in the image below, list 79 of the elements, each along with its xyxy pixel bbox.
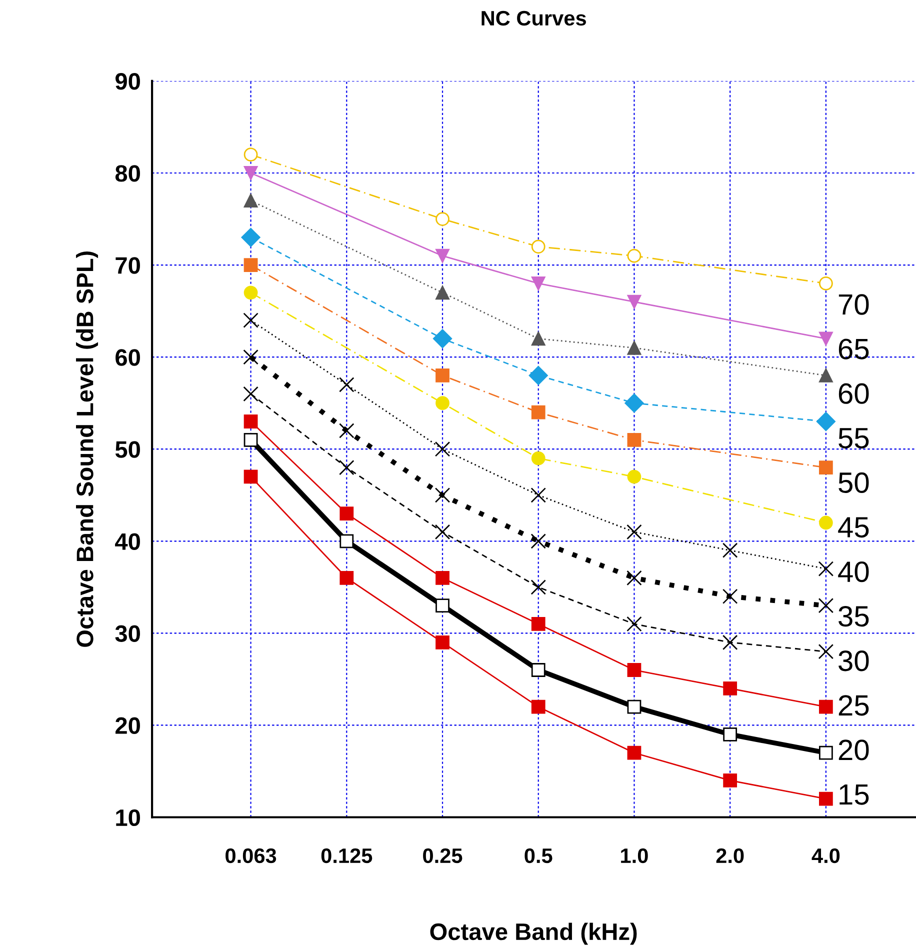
point	[722, 542, 738, 558]
chart-title: NC Curves	[482, 10, 586, 26]
point	[244, 286, 258, 300]
point	[627, 746, 642, 760]
point	[244, 166, 258, 180]
series-label: 60	[838, 383, 869, 404]
point	[339, 377, 354, 392]
point	[340, 506, 354, 520]
y-tick-label: 20	[116, 717, 140, 734]
y-axis-title: Octave Band Sound Level (dB SPL)	[76, 252, 98, 647]
point	[818, 792, 833, 806]
y-tick-label: 50	[115, 441, 140, 458]
point	[530, 580, 546, 595]
point	[244, 470, 258, 484]
series-label: 70	[838, 294, 869, 315]
point	[436, 571, 450, 585]
y-tick-label: 80	[115, 165, 140, 182]
point	[626, 524, 642, 540]
point	[243, 312, 258, 328]
point	[627, 663, 642, 677]
y-tick-label: 40	[115, 533, 140, 550]
point	[723, 681, 738, 696]
point	[722, 634, 738, 650]
series-label: 55	[838, 428, 869, 448]
point	[340, 571, 354, 585]
y-tick-label: 30	[115, 625, 140, 642]
point	[243, 349, 258, 365]
point	[530, 534, 546, 549]
point	[434, 441, 450, 457]
point	[723, 774, 738, 788]
series-label: 35	[838, 606, 869, 627]
x-tick-label: 0.125	[321, 848, 372, 864]
series-label: 25	[838, 695, 869, 716]
point	[531, 617, 546, 631]
point	[531, 700, 546, 714]
series-label: 20	[838, 740, 869, 760]
point	[626, 616, 642, 632]
point	[436, 598, 450, 613]
x-tick-label: 0.063	[226, 848, 276, 864]
series-label: 45	[838, 517, 869, 538]
point	[340, 534, 354, 548]
series-label: 15	[840, 784, 869, 805]
x-tick-label: 0.5	[524, 848, 552, 864]
x-tick-label: 0.25	[423, 848, 462, 864]
point	[722, 588, 738, 604]
x-tick-label: 1.0	[621, 848, 648, 864]
x-tick-label: 2.0	[716, 848, 744, 864]
y-tick-label: 60	[116, 349, 140, 366]
point	[627, 700, 642, 714]
point	[241, 228, 260, 247]
point	[244, 148, 258, 162]
y-tick-label: 10	[116, 809, 140, 826]
point	[243, 386, 258, 402]
point	[818, 561, 834, 576]
point	[723, 727, 738, 742]
series-label: 40	[838, 561, 869, 582]
point	[818, 598, 834, 614]
point	[818, 746, 833, 760]
point	[436, 635, 450, 650]
x-tick-label: 4.0	[812, 848, 840, 864]
point	[818, 700, 833, 714]
point	[531, 663, 546, 677]
point	[434, 524, 450, 540]
y-tick-label: 70	[116, 257, 140, 274]
point	[339, 460, 354, 476]
series-label: 65	[838, 338, 869, 360]
point	[339, 423, 354, 438]
point	[244, 194, 258, 208]
series-label: 50	[838, 472, 869, 494]
x-axis-title: Octave Band (kHz)	[430, 922, 637, 945]
point	[530, 487, 546, 503]
point	[244, 432, 258, 447]
point	[244, 414, 258, 428]
point	[434, 487, 450, 503]
point	[818, 644, 834, 660]
y-tick-label: 90	[116, 73, 140, 90]
point	[626, 570, 642, 586]
series-label: 30	[838, 650, 869, 672]
point	[244, 258, 258, 272]
